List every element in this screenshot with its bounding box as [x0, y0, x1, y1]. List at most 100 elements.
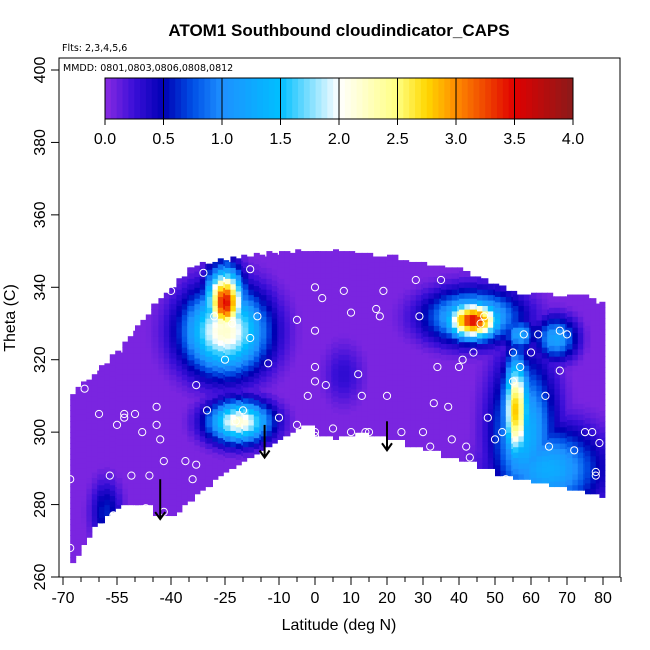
colorbar-segment: [262, 78, 270, 119]
heatmap-cell: [487, 441, 494, 448]
heatmap-cell: [158, 341, 165, 348]
heatmap-cell: [189, 490, 195, 497]
heatmap-cell: [577, 305, 584, 312]
heatmap-cell: [549, 323, 555, 330]
heatmap-cell: [333, 276, 339, 283]
observation-point: [346, 428, 356, 437]
heatmap-cell: [410, 321, 417, 328]
heatmap-cell: [145, 461, 152, 468]
heatmap-cell: [333, 298, 339, 305]
heatmap-cell: [189, 332, 195, 339]
heatmap-cell: [307, 370, 314, 377]
heatmap-cell: [104, 379, 111, 386]
heatmap-cell: [577, 414, 584, 421]
heatmap-cell: [325, 256, 332, 263]
heatmap-cell: [104, 390, 111, 397]
heatmap-cell: [590, 444, 597, 451]
heatmap-cell: [75, 517, 82, 524]
heatmap-cell: [271, 410, 278, 417]
heatmap-cell: [325, 267, 332, 274]
heatmap-cell: [554, 426, 561, 433]
heatmap-cell: [577, 348, 584, 355]
heatmap-cell: [477, 446, 483, 453]
heatmap-cell: [145, 390, 152, 397]
heatmap-cell: [212, 305, 219, 312]
heatmap-cell: [415, 408, 422, 415]
heatmap-cell: [577, 424, 584, 431]
heatmap-cell: [266, 424, 273, 431]
heatmap-cell: [145, 499, 152, 506]
heatmap-cell: [243, 283, 249, 290]
heatmap-cell: [243, 337, 249, 345]
heatmap-cell: [361, 280, 368, 287]
heatmap-cell: [595, 406, 602, 413]
heatmap-cell: [397, 368, 404, 375]
heatmap-cell: [367, 252, 374, 259]
colorbar-segment: [362, 78, 369, 119]
heatmap-cell: [81, 381, 87, 388]
heatmap-cell: [176, 392, 183, 399]
heatmap-cell: [577, 359, 584, 366]
heatmap-cell: [163, 336, 170, 343]
heatmap-cell: [194, 390, 201, 397]
heatmap-cell: [428, 368, 435, 375]
heatmap-cell: [225, 376, 231, 383]
heatmap-cell: [176, 403, 183, 410]
heatmap-cell: [405, 419, 411, 426]
heatmap-cell: [75, 397, 82, 404]
heatmap-cell: [554, 388, 561, 395]
heatmap-cell: [500, 443, 507, 450]
heatmap-cell: [289, 307, 296, 314]
heatmap-cell: [302, 376, 309, 383]
heatmap-cell: [163, 493, 170, 500]
heatmap-cell: [284, 310, 291, 317]
heatmap-cell: [590, 477, 597, 484]
heatmap-cell: [153, 347, 159, 354]
heatmap-cell: [261, 337, 267, 345]
heatmap-cell: [495, 421, 501, 428]
heatmap-cell: [135, 450, 141, 457]
heatmap-cell: [387, 363, 393, 370]
heatmap-cell: [495, 290, 501, 297]
heatmap-cell: [153, 444, 159, 451]
heatmap-cell: [225, 305, 231, 312]
colorbar-segment: [450, 78, 457, 119]
heatmap-cell: [194, 292, 201, 299]
heatmap-cell: [248, 283, 255, 290]
heatmap-cell: [554, 404, 561, 412]
heatmap-cell: [356, 296, 363, 303]
heatmap-cell: [243, 419, 249, 426]
heatmap-cell: [207, 312, 213, 319]
heatmap-cell: [428, 276, 435, 283]
heatmap-cell: [253, 296, 260, 303]
heatmap-cell: [99, 446, 105, 453]
observation-point: [166, 286, 176, 295]
heatmap-cell: [405, 403, 411, 410]
heatmap-cell: [127, 336, 134, 343]
heatmap-cell: [441, 408, 447, 415]
heatmap-cell: [477, 294, 483, 301]
observation-point: [462, 442, 471, 451]
heatmap-cell: [464, 428, 471, 435]
heatmap-cell: [415, 430, 422, 437]
heatmap-cell: [253, 301, 260, 308]
heatmap-cell: [199, 462, 206, 469]
heatmap-cell: [374, 278, 381, 285]
heatmap-cell: [599, 464, 606, 471]
heatmap-cell: [459, 368, 465, 375]
heatmap-cell: [253, 361, 260, 368]
heatmap-cell: [189, 495, 195, 502]
heatmap-cell: [343, 332, 350, 339]
heatmap-cell: [428, 330, 435, 337]
heatmap-cell: [212, 337, 219, 345]
heatmap-cell: [253, 426, 260, 433]
heatmap-cell: [572, 446, 579, 453]
heatmap-cell: [194, 319, 201, 326]
heatmap-cell: [199, 392, 206, 399]
heatmap-cell: [397, 265, 404, 272]
heatmap-cell: [307, 365, 314, 372]
heatmap-cell: [181, 455, 188, 462]
heatmap-cell: [451, 370, 458, 377]
heatmap-cell: [135, 390, 141, 397]
heatmap-cell: [572, 316, 579, 323]
